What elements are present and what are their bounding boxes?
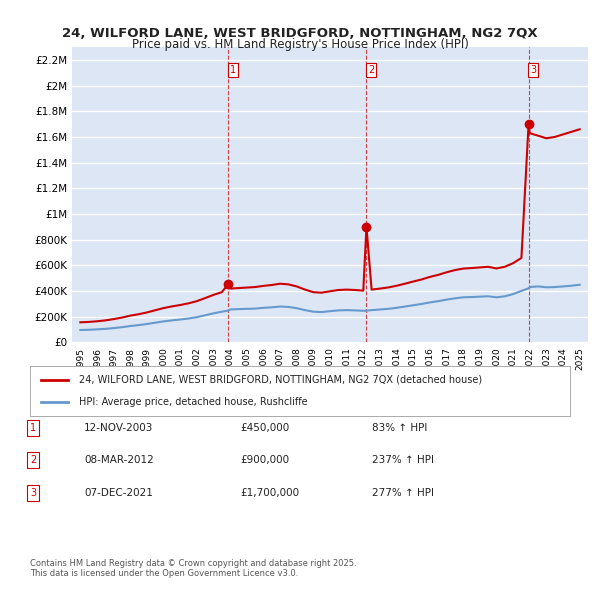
Text: 24, WILFORD LANE, WEST BRIDGFORD, NOTTINGHAM, NG2 7QX (detached house): 24, WILFORD LANE, WEST BRIDGFORD, NOTTIN…: [79, 375, 482, 385]
Text: 2: 2: [30, 455, 36, 465]
Text: £450,000: £450,000: [240, 423, 289, 432]
Text: 08-MAR-2012: 08-MAR-2012: [84, 455, 154, 465]
Text: 2: 2: [368, 65, 374, 75]
Text: 3: 3: [530, 65, 536, 75]
Text: Price paid vs. HM Land Registry's House Price Index (HPI): Price paid vs. HM Land Registry's House …: [131, 38, 469, 51]
Text: £1,700,000: £1,700,000: [240, 488, 299, 497]
Text: Contains HM Land Registry data © Crown copyright and database right 2025.
This d: Contains HM Land Registry data © Crown c…: [30, 559, 356, 578]
Text: 07-DEC-2021: 07-DEC-2021: [84, 488, 153, 497]
Text: HPI: Average price, detached house, Rushcliffe: HPI: Average price, detached house, Rush…: [79, 397, 307, 407]
Text: 237% ↑ HPI: 237% ↑ HPI: [372, 455, 434, 465]
Text: 1: 1: [30, 423, 36, 432]
Text: 83% ↑ HPI: 83% ↑ HPI: [372, 423, 427, 432]
Text: 3: 3: [30, 488, 36, 497]
Text: 24, WILFORD LANE, WEST BRIDGFORD, NOTTINGHAM, NG2 7QX: 24, WILFORD LANE, WEST BRIDGFORD, NOTTIN…: [62, 27, 538, 40]
Text: 12-NOV-2003: 12-NOV-2003: [84, 423, 154, 432]
Text: £900,000: £900,000: [240, 455, 289, 465]
Text: 277% ↑ HPI: 277% ↑ HPI: [372, 488, 434, 497]
Text: 1: 1: [230, 65, 236, 75]
